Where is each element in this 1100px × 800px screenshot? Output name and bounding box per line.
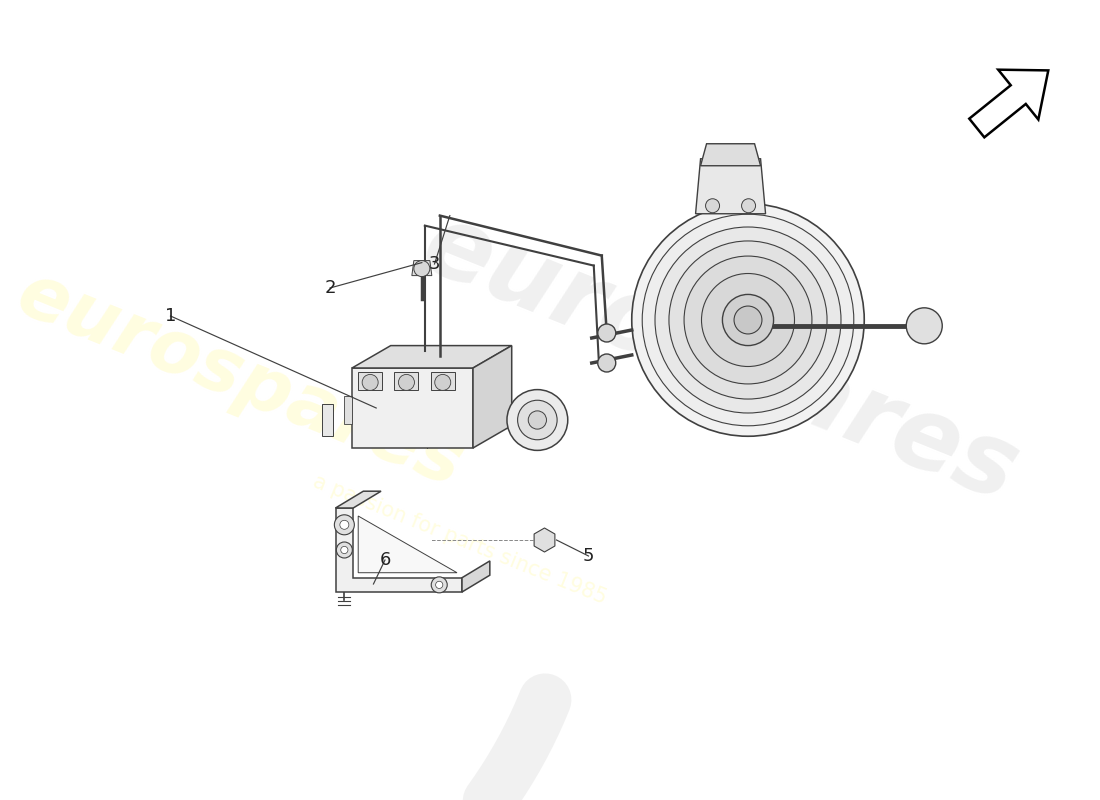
Polygon shape bbox=[473, 374, 512, 444]
Circle shape bbox=[684, 256, 812, 384]
Circle shape bbox=[702, 274, 794, 366]
Text: 5: 5 bbox=[583, 547, 594, 565]
Polygon shape bbox=[359, 516, 456, 573]
Text: 6: 6 bbox=[379, 551, 390, 569]
Polygon shape bbox=[352, 346, 512, 368]
Circle shape bbox=[362, 374, 378, 390]
Text: 1: 1 bbox=[165, 307, 176, 325]
Polygon shape bbox=[473, 346, 512, 448]
Text: a passion for parts since 1985: a passion for parts since 1985 bbox=[310, 472, 609, 608]
Circle shape bbox=[518, 400, 557, 440]
Circle shape bbox=[597, 354, 616, 372]
Polygon shape bbox=[701, 144, 760, 166]
Polygon shape bbox=[462, 561, 490, 592]
Circle shape bbox=[507, 390, 568, 450]
Circle shape bbox=[642, 214, 854, 426]
Circle shape bbox=[906, 308, 943, 344]
Circle shape bbox=[414, 261, 430, 277]
Circle shape bbox=[734, 306, 762, 334]
Circle shape bbox=[431, 577, 448, 593]
Circle shape bbox=[741, 198, 756, 213]
Circle shape bbox=[398, 374, 415, 390]
Polygon shape bbox=[535, 528, 554, 552]
Polygon shape bbox=[336, 491, 381, 508]
Polygon shape bbox=[411, 261, 432, 275]
Circle shape bbox=[528, 411, 547, 429]
Circle shape bbox=[337, 542, 352, 558]
Circle shape bbox=[597, 324, 616, 342]
Text: 3: 3 bbox=[429, 255, 440, 273]
Circle shape bbox=[340, 520, 349, 530]
Circle shape bbox=[705, 198, 719, 213]
Polygon shape bbox=[695, 158, 766, 214]
Circle shape bbox=[654, 227, 842, 413]
Polygon shape bbox=[359, 372, 382, 390]
Polygon shape bbox=[352, 368, 473, 448]
Polygon shape bbox=[969, 70, 1048, 138]
Text: eurospares: eurospares bbox=[7, 258, 473, 502]
Circle shape bbox=[631, 204, 865, 436]
Circle shape bbox=[434, 374, 451, 390]
Polygon shape bbox=[336, 508, 462, 592]
Polygon shape bbox=[431, 372, 454, 390]
Circle shape bbox=[436, 582, 443, 589]
Polygon shape bbox=[395, 372, 418, 390]
Circle shape bbox=[669, 241, 827, 399]
Polygon shape bbox=[344, 396, 352, 424]
Circle shape bbox=[334, 515, 354, 534]
Text: eurospares: eurospares bbox=[408, 197, 1032, 523]
Text: 2: 2 bbox=[324, 279, 336, 297]
Circle shape bbox=[723, 294, 773, 346]
Polygon shape bbox=[322, 404, 333, 436]
Circle shape bbox=[341, 546, 348, 554]
